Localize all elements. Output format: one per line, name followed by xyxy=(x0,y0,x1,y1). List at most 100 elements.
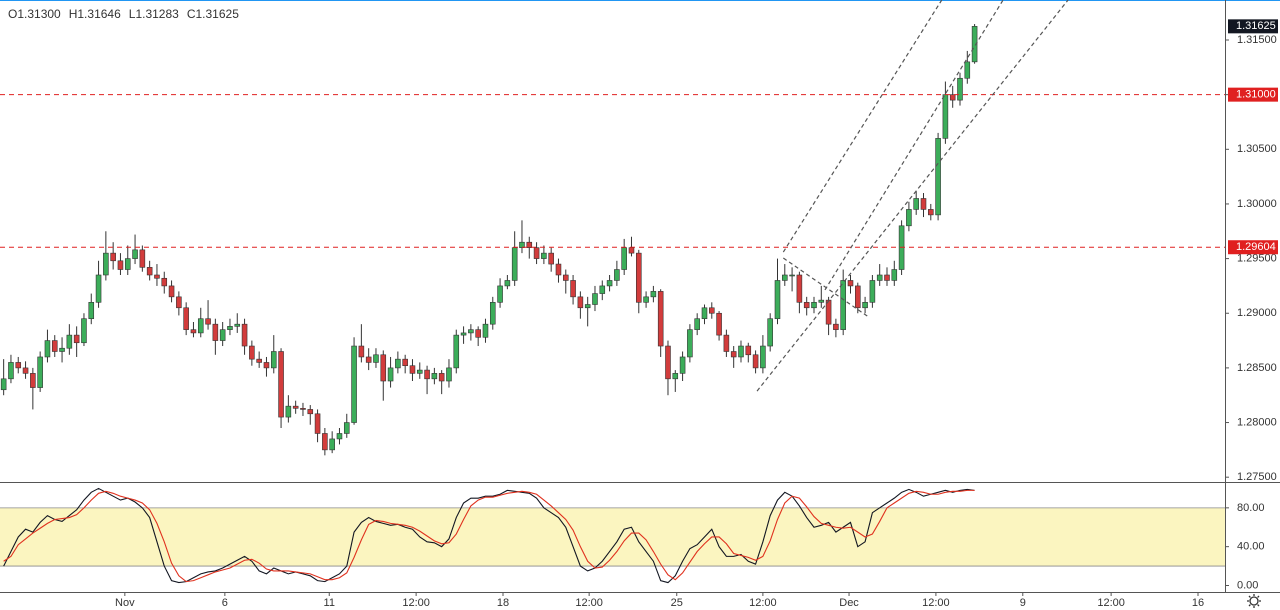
candle-body xyxy=(30,373,36,388)
candle-body xyxy=(548,252,554,265)
candle-body xyxy=(964,61,971,79)
candle-body xyxy=(957,77,963,101)
x-tick-label: 12:00 xyxy=(749,597,777,609)
candle-body xyxy=(44,340,51,358)
candle-body xyxy=(621,247,627,270)
candle-body xyxy=(446,367,452,382)
x-tick-label: Dec xyxy=(839,597,859,609)
candle-body xyxy=(124,258,131,270)
candle-body xyxy=(701,307,708,320)
candle-body xyxy=(643,296,649,303)
candle-body xyxy=(343,422,350,434)
candle-body xyxy=(803,302,810,309)
x-tick-label: 11 xyxy=(324,597,335,609)
candle-body xyxy=(431,373,438,380)
candle-body xyxy=(66,334,73,349)
candle-body xyxy=(489,302,496,325)
candle-body xyxy=(906,209,912,227)
candle-body xyxy=(767,318,773,347)
candle-body xyxy=(730,351,737,358)
candle-body xyxy=(95,274,102,303)
candle-body xyxy=(709,307,715,314)
candle-body xyxy=(453,334,460,369)
candle-body xyxy=(825,299,832,325)
candle-body xyxy=(256,358,262,363)
candle-body xyxy=(745,345,752,356)
candle-body xyxy=(592,293,598,305)
candle-body xyxy=(614,269,620,281)
candle-body xyxy=(416,369,423,374)
candle-body xyxy=(212,323,219,341)
candle-body xyxy=(782,274,788,281)
candle-body xyxy=(103,252,109,276)
axes: 1.27500 1.28000 1.28500 1.29000 1.29500 1.300… xyxy=(115,19,1278,609)
candle-body xyxy=(183,307,189,330)
candle-body xyxy=(723,334,730,352)
settings-icon-ring xyxy=(1249,596,1259,606)
candle-body xyxy=(387,367,394,382)
candle-body xyxy=(59,347,65,352)
x-tick-label: 25 xyxy=(671,597,683,609)
candle-body xyxy=(475,329,481,338)
ohlc-value: H1.31646 xyxy=(69,7,121,21)
candle-body xyxy=(869,280,876,303)
candle-body xyxy=(811,302,817,309)
candle-body xyxy=(511,247,518,281)
ohlc-header: O1.31300 H1.31646 L1.31283 C1.31625 xyxy=(8,7,239,21)
candle-body xyxy=(373,354,379,363)
candle-body xyxy=(862,302,868,309)
candle-body xyxy=(351,345,357,423)
candle-body xyxy=(300,408,306,410)
candle-body xyxy=(161,277,168,287)
y-tick-label: 1.30500 xyxy=(1237,143,1277,155)
candle-body xyxy=(562,274,569,281)
candle-body xyxy=(0,378,7,391)
y-tick-label: 80.00 xyxy=(1237,502,1265,514)
candle-body xyxy=(460,332,467,336)
candle-body xyxy=(110,252,116,262)
candle-body xyxy=(774,280,781,320)
candle-body xyxy=(380,354,387,382)
candle-body xyxy=(833,323,839,330)
candle-body xyxy=(336,433,343,440)
candle-body xyxy=(949,94,956,101)
x-tick-label: 12:00 xyxy=(402,597,430,609)
candle-body xyxy=(402,358,408,367)
candle-body xyxy=(942,94,949,139)
x-tick-label: 9 xyxy=(1020,597,1026,609)
candle-body xyxy=(650,291,657,298)
candle-body xyxy=(760,345,766,369)
oscillator-pane xyxy=(0,487,1225,584)
candle-body xyxy=(665,345,671,380)
main-pane xyxy=(0,0,1225,456)
candle-body xyxy=(789,274,795,277)
y-tick-label: 1.29500 xyxy=(1237,253,1277,265)
candle-body xyxy=(526,241,533,248)
last-price-label: 1.31625 xyxy=(1236,20,1276,32)
y-tick-label: 1.30000 xyxy=(1237,198,1277,210)
candle-body xyxy=(307,409,314,415)
candle-body xyxy=(482,323,489,338)
candle-body xyxy=(314,413,321,434)
candle-body xyxy=(971,26,978,63)
candle-body xyxy=(533,247,540,259)
settings-icon-spokes xyxy=(1247,594,1261,608)
candle-body xyxy=(205,318,211,325)
y-tick-label: 40.00 xyxy=(1237,541,1265,553)
candle-body xyxy=(329,438,335,451)
settings-icon[interactable] xyxy=(1247,594,1261,608)
candle-body xyxy=(278,351,284,418)
candle-body xyxy=(190,329,197,334)
candle-body xyxy=(424,369,430,380)
candle-body xyxy=(22,367,29,374)
level-tag-label: 1.29604 xyxy=(1236,241,1276,253)
candle-body xyxy=(606,280,613,287)
candle-body xyxy=(497,285,503,303)
candle-body xyxy=(555,263,562,276)
trendline xyxy=(782,0,943,253)
candle-body xyxy=(672,373,679,380)
level-tag xyxy=(1228,240,1278,255)
candle-body xyxy=(395,358,401,369)
candle-body xyxy=(146,267,153,276)
